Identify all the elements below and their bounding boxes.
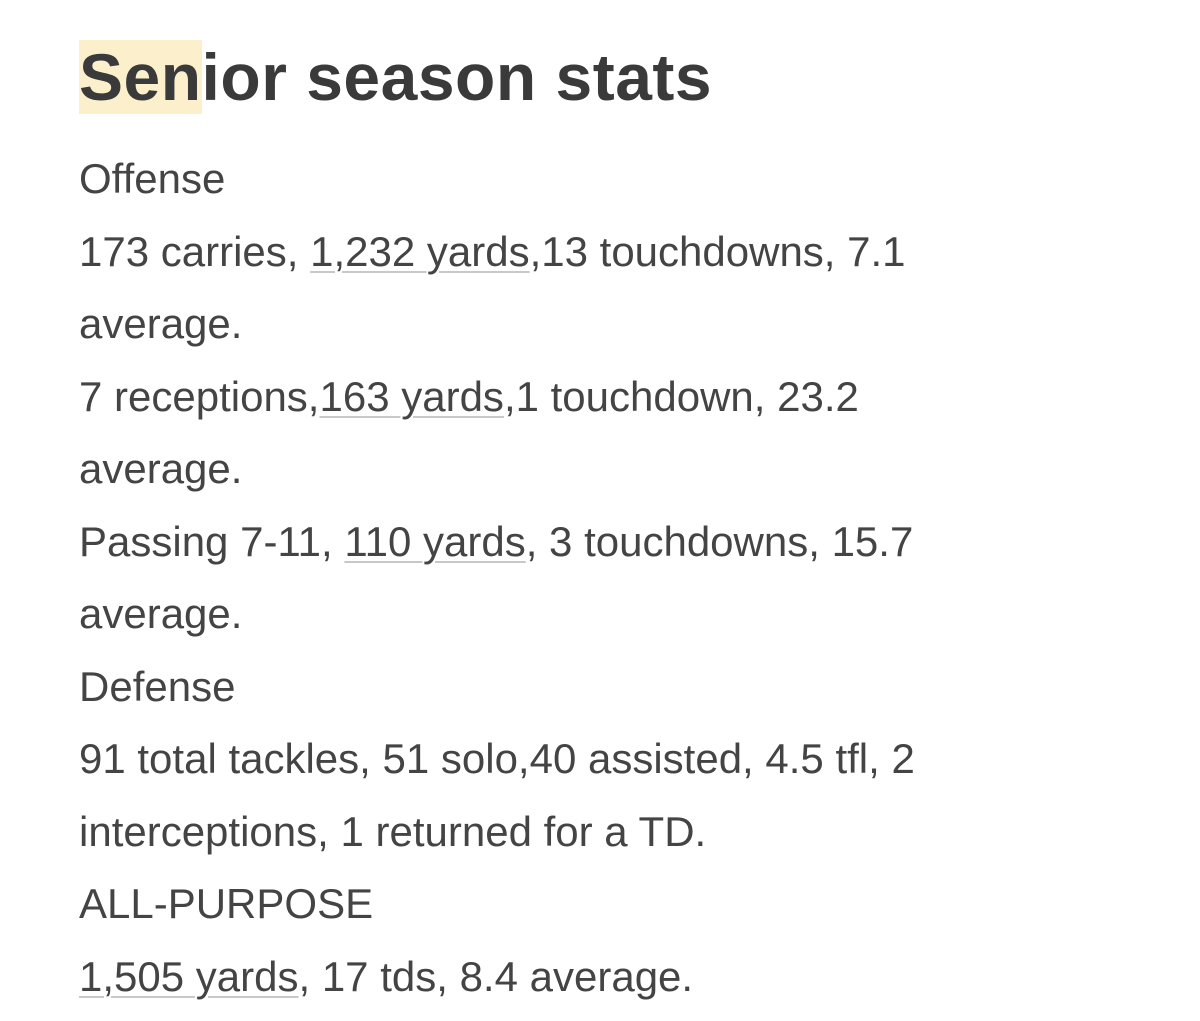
page-title: Senior season stats	[79, 36, 712, 118]
title-highlight: Sen	[79, 40, 202, 114]
passing-line-1: Passing 7-11, 110 yards, 3 touchdowns, 1…	[79, 506, 1079, 579]
passing-before: Passing 7-11,	[79, 517, 345, 565]
receiving-line-1: 7 receptions,163 yards,1 touchdown, 23.2	[79, 361, 1079, 434]
defense-heading: Defense	[79, 662, 236, 710]
rushing-after: ,13 touchdowns, 7.1	[529, 227, 906, 275]
rushing-before: 173 carries,	[79, 227, 311, 275]
receiving-line-2: average.	[79, 445, 243, 492]
rushing-line-2: average.	[79, 300, 243, 347]
stats-text[interactable]: Offense 173 carries, 1,232 yards,13 touc…	[79, 143, 1079, 1013]
title-rest: ior season stats	[201, 40, 713, 114]
all-purpose-after: , 17 tds, 8.4 average.	[298, 952, 694, 1000]
rushing-yards-link[interactable]: 1,232 yards	[310, 227, 530, 275]
defense-line-1: 91 total tackles, 51 solo,40 assisted, 4…	[79, 735, 915, 782]
offense-heading: Offense	[79, 155, 226, 202]
rushing-line-1: 173 carries, 1,232 yards,13 touchdowns, …	[79, 216, 1079, 289]
receiving-before: 7 receptions,	[79, 372, 320, 420]
passing-after: , 3 touchdowns, 15.7	[525, 517, 914, 565]
passing-line-2: average.	[79, 590, 243, 637]
receiving-after: ,1 touchdown, 23.2	[503, 372, 859, 420]
all-purpose-heading: ALL-PURPOSE	[79, 880, 374, 927]
all-purpose-yards-link[interactable]: 1,505 yards	[79, 952, 299, 1000]
defense-line-2: interceptions, 1 returned for a TD.	[79, 807, 707, 855]
passing-yards-link[interactable]: 110 yards	[344, 517, 526, 565]
receiving-yards-link[interactable]: 163 yards	[319, 372, 504, 420]
all-purpose-line: 1,505 yards, 17 tds, 8.4 average.	[79, 941, 1079, 1014]
